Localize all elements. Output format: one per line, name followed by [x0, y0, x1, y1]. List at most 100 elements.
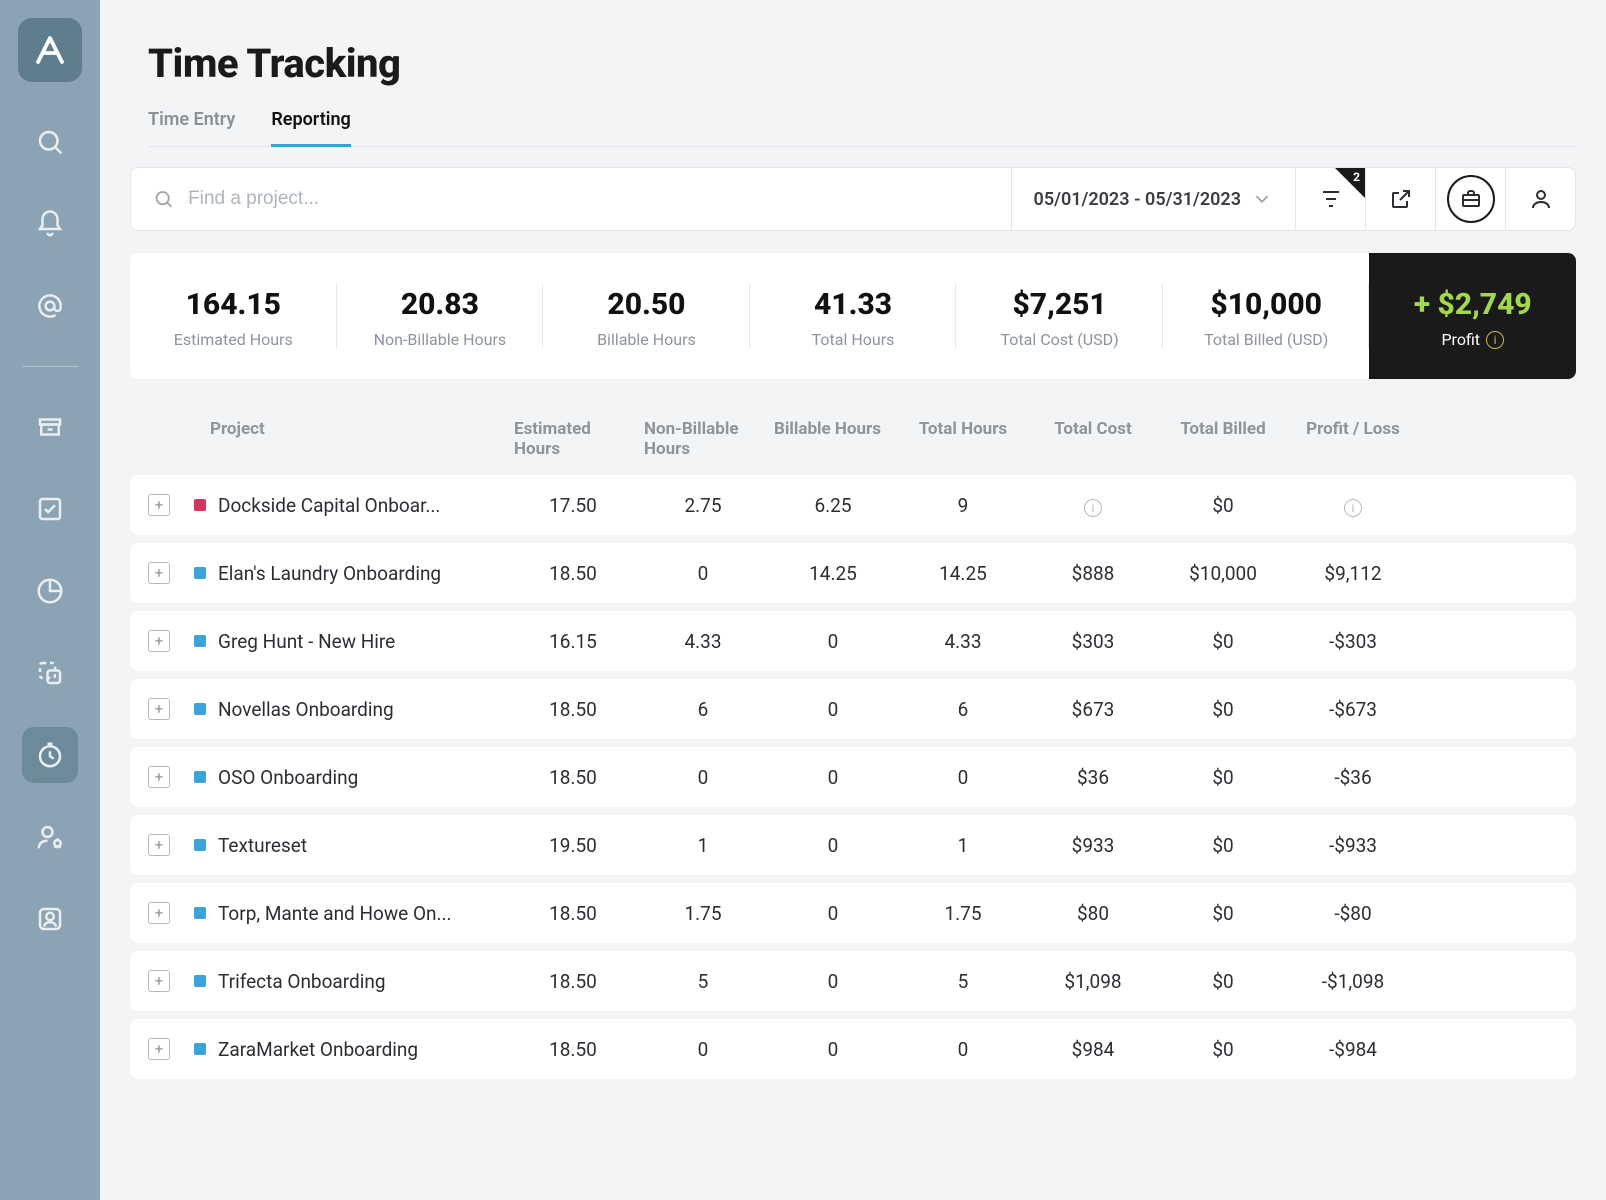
cell: -$303: [1288, 630, 1418, 653]
kpi-value: $10,000: [1173, 287, 1360, 322]
project-name: Torp, Mante and Howe On...: [218, 902, 452, 925]
table-row[interactable]: +Novellas Onboarding18.50606$673$0-$673: [130, 679, 1576, 739]
table-row[interactable]: +Textureset19.50101$933$0-$933: [130, 815, 1576, 875]
kpi-label: Non-Billable Hours: [347, 330, 534, 349]
cell: -$673: [1288, 698, 1418, 721]
cell: -$80: [1288, 902, 1418, 925]
nav-search[interactable]: [22, 114, 78, 170]
col-billed: Total Billed: [1158, 419, 1288, 459]
expand-button[interactable]: +: [148, 834, 170, 856]
expand-cell: +: [130, 766, 188, 788]
cell: 18.50: [508, 766, 638, 789]
expand-button[interactable]: +: [148, 766, 170, 788]
external-link-icon: [1389, 187, 1413, 211]
project-cell: OSO Onboarding: [188, 766, 508, 789]
nav-contacts[interactable]: [22, 891, 78, 947]
cell: $0: [1158, 766, 1288, 789]
nav-time-tracking[interactable]: [22, 727, 78, 783]
table-row[interactable]: +OSO Onboarding18.50000$36$0-$36: [130, 747, 1576, 807]
cell: 4.33: [638, 630, 768, 653]
cell: 18.50: [508, 902, 638, 925]
project-color-dot: [194, 1043, 206, 1055]
table-header: Project Estimated Hours Non-Billable Hou…: [130, 409, 1576, 475]
briefcase-button[interactable]: [1435, 168, 1505, 230]
project-cell: Torp, Mante and Howe On...: [188, 902, 508, 925]
cell: 0: [768, 970, 898, 993]
expand-button[interactable]: +: [148, 698, 170, 720]
cell: 18.50: [508, 970, 638, 993]
expand-button[interactable]: +: [148, 630, 170, 652]
tab-time-entry[interactable]: Time Entry: [148, 109, 235, 146]
cell: 18.50: [508, 698, 638, 721]
cell: 0: [768, 834, 898, 857]
table-row[interactable]: +ZaraMarket Onboarding18.50000$984$0-$98…: [130, 1019, 1576, 1079]
sidebar: [0, 0, 100, 1200]
nav-people-settings[interactable]: [22, 809, 78, 865]
kpi-label: Billable Hours: [553, 330, 740, 349]
kpi-value: 164.15: [140, 287, 327, 322]
expand-button[interactable]: +: [148, 562, 170, 584]
cell: -$1,098: [1288, 970, 1418, 993]
cell: 9: [898, 494, 1028, 517]
expand-cell: +: [130, 630, 188, 652]
user-button[interactable]: [1505, 168, 1575, 230]
cell: 0: [768, 902, 898, 925]
expand-button[interactable]: +: [148, 494, 170, 516]
cell: $36: [1028, 766, 1158, 789]
cell: 1: [898, 834, 1028, 857]
cell: -$984: [1288, 1038, 1418, 1061]
nav-reports[interactable]: [22, 563, 78, 619]
cell: 6: [638, 698, 768, 721]
table-row[interactable]: +Greg Hunt - New Hire16.154.3304.33$303$…: [130, 611, 1576, 671]
app-logo[interactable]: [18, 18, 82, 82]
expand-button[interactable]: +: [148, 902, 170, 924]
search-input[interactable]: [188, 188, 988, 210]
kpi-label: Profit i: [1379, 330, 1566, 349]
cell: -$36: [1288, 766, 1418, 789]
cell: 19.50: [508, 834, 638, 857]
cell: 6.25: [768, 494, 898, 517]
table-row[interactable]: +Elan's Laundry Onboarding18.50014.2514.…: [130, 543, 1576, 603]
project-name: Dockside Capital Onboar...: [218, 494, 440, 517]
toolbar: 05/01/2023 - 05/31/2023 2: [130, 167, 1576, 231]
cell: $9,112: [1288, 562, 1418, 585]
cell: 6: [898, 698, 1028, 721]
kpi-value: 20.83: [347, 287, 534, 322]
cell: i: [1288, 494, 1418, 517]
cell: 18.50: [508, 1038, 638, 1061]
filter-button[interactable]: 2: [1295, 168, 1365, 230]
table-row[interactable]: +Dockside Capital Onboar...17.502.756.25…: [130, 475, 1576, 535]
cell: $10,000: [1158, 562, 1288, 585]
col-nb: Non-Billable Hours: [638, 419, 768, 459]
expand-button[interactable]: +: [148, 970, 170, 992]
table-row[interactable]: +Torp, Mante and Howe On...18.501.7501.7…: [130, 883, 1576, 943]
info-icon: i: [1084, 499, 1102, 517]
expand-button[interactable]: +: [148, 1038, 170, 1060]
tab-reporting[interactable]: Reporting: [271, 109, 350, 147]
user-icon: [1529, 187, 1553, 211]
kpi-label: Total Hours: [760, 330, 947, 349]
expand-cell: +: [130, 902, 188, 924]
kpi-1: 20.83 Non-Billable Hours: [337, 253, 544, 379]
nav-archive[interactable]: [22, 399, 78, 455]
cell: 0: [768, 630, 898, 653]
expand-cell: +: [130, 562, 188, 584]
project-color-dot: [194, 499, 206, 511]
table-row[interactable]: +Trifecta Onboarding18.50505$1,098$0-$1,…: [130, 951, 1576, 1011]
nav-notifications[interactable]: [22, 196, 78, 252]
cell: $673: [1028, 698, 1158, 721]
export-button[interactable]: [1365, 168, 1435, 230]
search-wrapper: [131, 168, 1011, 230]
cell: $888: [1028, 562, 1158, 585]
project-color-dot: [194, 975, 206, 987]
nav-templates[interactable]: [22, 645, 78, 701]
table-body: +Dockside Capital Onboar...17.502.756.25…: [130, 475, 1576, 1079]
project-name: Trifecta Onboarding: [218, 970, 386, 993]
nav-mentions[interactable]: [22, 278, 78, 334]
col-tot: Total Hours: [898, 419, 1028, 459]
col-project: Project: [188, 419, 508, 459]
nav-tasks[interactable]: [22, 481, 78, 537]
date-range-picker[interactable]: 05/01/2023 - 05/31/2023: [1011, 168, 1295, 230]
project-color-dot: [194, 703, 206, 715]
kpi-3: 41.33Total Hours: [750, 253, 957, 379]
